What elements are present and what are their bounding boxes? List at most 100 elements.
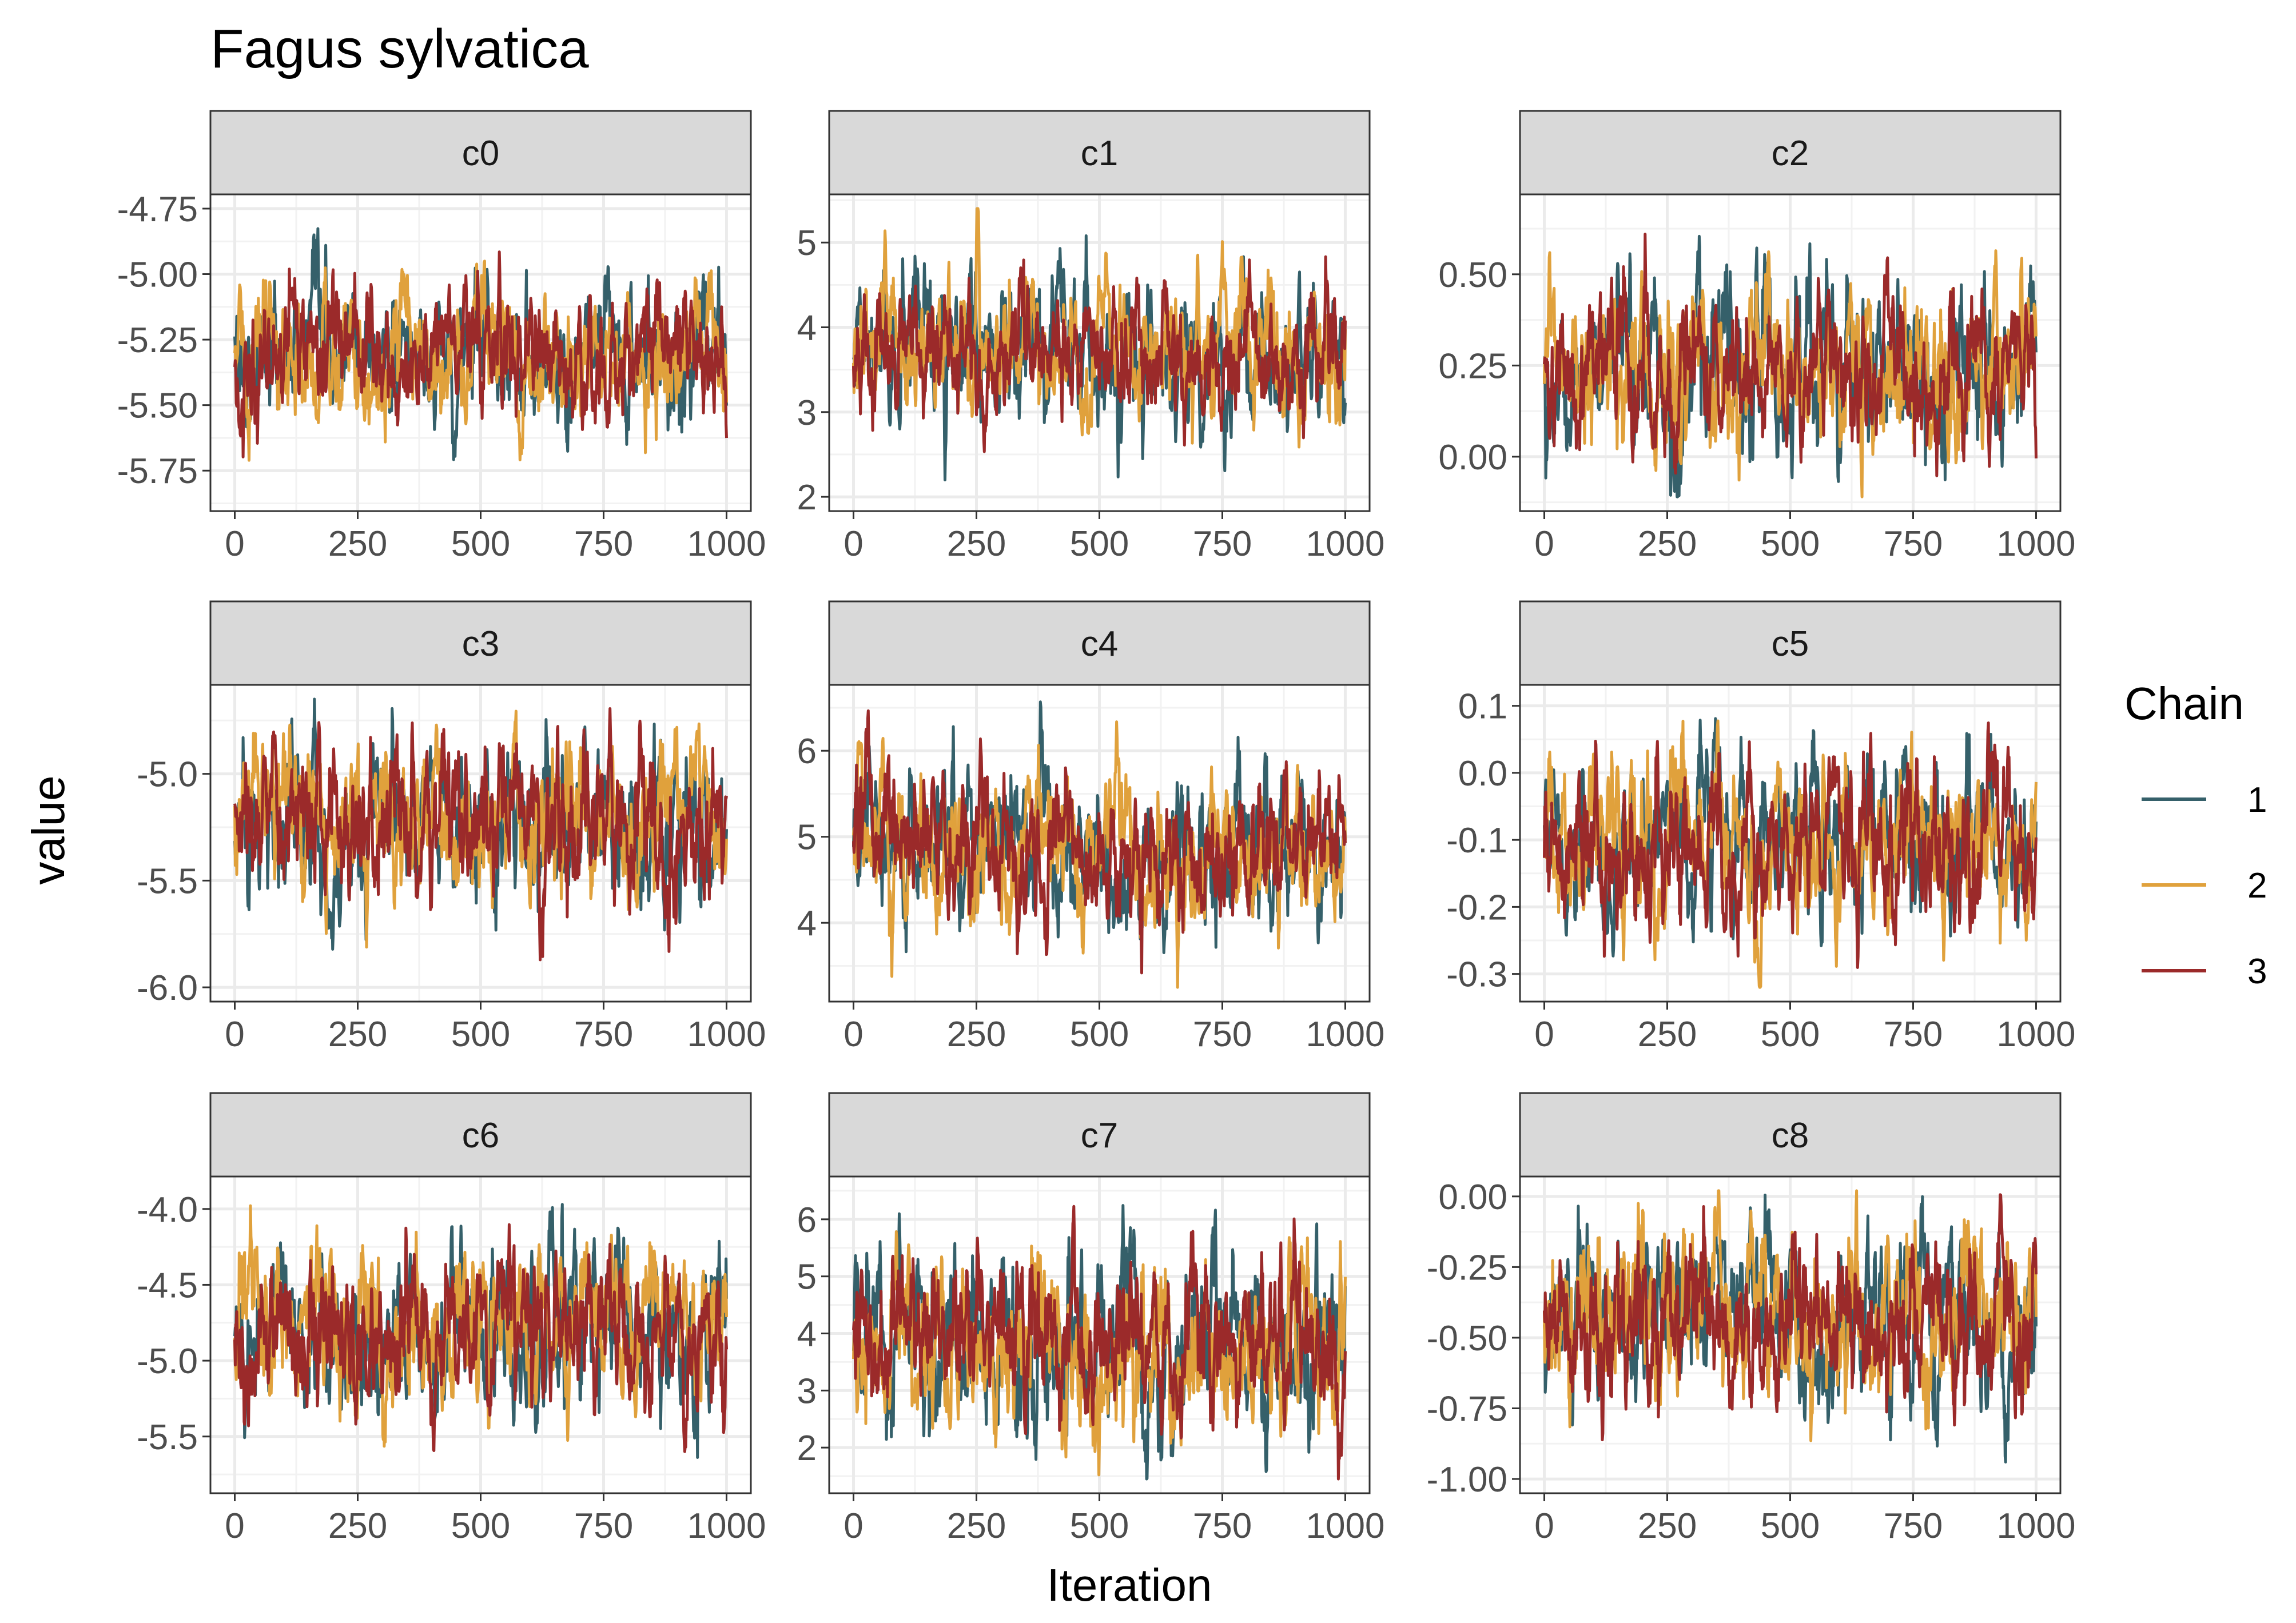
legend-label-2: 2 [2247,866,2267,906]
x-tick-label: 1000 [1997,524,2076,564]
y-tick-label: -5.0 [137,1342,198,1381]
y-tick-label: -0.1 [1446,821,1507,860]
trace-c6-chain-2 [233,1204,728,1448]
x-tick-label: 500 [1761,1015,1820,1054]
y-axis-title: value [23,775,74,884]
strip-background [209,1092,752,1178]
y-tick-label: -0.2 [1446,888,1507,927]
x-tick-label: 250 [1638,1015,1697,1054]
x-tick-label: 250 [328,1506,387,1546]
x-tick-label: 0 [225,524,244,564]
y-tick-label: -0.25 [1427,1248,1507,1287]
x-tick-label: 250 [1638,1506,1697,1546]
y-tick-label: 4 [797,1315,817,1354]
y-tick-label: -5.00 [117,256,198,295]
y-tick-label: 6 [797,732,817,771]
x-tick-label: 750 [574,1015,633,1054]
facet-c4: c4 4 5 6 0 250 500 750 1000 [797,600,1385,1054]
y-tick-label: -5.5 [137,1418,198,1457]
y-tick-label: -6.0 [137,968,198,1008]
legend-label-3: 3 [2247,952,2267,991]
y-tick-label: 5 [797,224,817,263]
strip-label-c7: c7 [1081,1116,1118,1155]
strip-label-c5: c5 [1772,624,1809,664]
trace-c2-chain-3 [1543,233,2038,477]
y-tick-label: -4.75 [117,190,198,229]
strip-label-c8: c8 [1772,1116,1809,1155]
x-tick-label: 0 [1534,1506,1554,1546]
y-tick-label: -5.25 [117,321,198,360]
strip-background [828,600,1371,686]
x-tick-label: 750 [1884,1015,1943,1054]
y-tick-label: -5.50 [117,386,198,426]
y-tick-label: -0.50 [1427,1319,1507,1358]
y-tick-label: 0.00 [1438,1178,1507,1217]
y-tick-label: 0.1 [1458,687,1507,727]
trace-c0-chain-3 [233,250,728,458]
y-tick-label: 0.00 [1438,438,1507,477]
x-tick-label: 500 [451,1015,510,1054]
x-tick-label: 0 [225,1506,244,1546]
x-tick-label: 750 [574,1506,633,1546]
strip-label-c1: c1 [1081,134,1118,173]
x-tick-label: 750 [574,524,633,564]
strip-background [209,600,752,686]
x-tick-label: 500 [1761,524,1820,564]
trace-c3-chain-3 [233,707,728,962]
trace-c4-chain-3 [852,709,1347,975]
facet-c7: c7 2 3 4 5 6 0 250 500 750 1000 [797,1092,1385,1546]
strip-background [1519,110,2062,196]
facet-c6: c6 -4.0 -4.5 -5.0 -5.5 0 250 500 750 1000 [137,1092,766,1546]
x-tick-label: 250 [947,524,1006,564]
strip-background [209,110,752,196]
x-tick-label: 500 [1070,524,1129,564]
trace-c7-chain-3 [852,1205,1347,1481]
strip-label-c2: c2 [1772,134,1809,173]
legend-label-1: 1 [2247,780,2267,820]
strip-background [828,1092,1371,1178]
y-tick-label: 6 [797,1201,817,1240]
facet-c3: c3 -5.0 -5.5 -6.0 0 250 500 750 1000 [137,600,766,1054]
x-tick-label: 0 [225,1015,244,1054]
x-tick-label: 1000 [687,1506,766,1546]
x-tick-label: 0 [843,1015,863,1054]
y-tick-label: -5.75 [117,452,198,491]
legend-title: Chain [2124,678,2244,729]
x-tick-label: 1000 [1997,1506,2076,1546]
strip-label-c4: c4 [1081,624,1118,664]
y-tick-label: 0.0 [1458,754,1507,793]
x-tick-label: 0 [1534,524,1554,564]
legend: Chain 1 2 3 [2124,678,2267,991]
y-tick-label: 0.50 [1438,256,1507,295]
x-tick-label: 250 [1638,524,1697,564]
y-tick-label: -1.00 [1427,1460,1507,1500]
trace-c8-chain-3 [1543,1193,2038,1442]
y-tick-label: -0.75 [1427,1390,1507,1429]
x-tick-label: 1000 [687,524,766,564]
x-tick-label: 250 [328,1015,387,1054]
y-tick-label: -4.5 [137,1266,198,1305]
x-tick-label: 0 [843,1506,863,1546]
facet-c2: c2 0.00 0.25 0.50 0 250 500 750 1000 [1438,110,2076,564]
strip-label-c3: c3 [462,624,499,664]
facet-c1: c1 2 3 4 5 0 250 500 750 1000 [797,110,1384,564]
y-tick-label: -4.0 [137,1190,198,1230]
x-tick-label: 1000 [1306,1015,1385,1054]
x-tick-label: 1000 [1306,1506,1385,1546]
y-tick-label: -0.3 [1446,955,1507,995]
y-tick-label: 2 [797,1429,817,1468]
trace-c1-chain-3 [852,255,1347,453]
x-axis-title: Iteration [1046,1560,1212,1610]
x-tick-label: 0 [843,524,863,564]
y-tick-label: 0.25 [1438,346,1507,386]
trace-c6-chain-3 [233,1223,728,1453]
x-tick-label: 1000 [687,1015,766,1054]
y-tick-label: 5 [797,818,817,858]
x-tick-label: 750 [1193,1015,1252,1054]
x-tick-label: 250 [947,1015,1006,1054]
x-tick-label: 500 [451,524,510,564]
y-tick-label: 5 [797,1258,817,1297]
trace-c5-chain-3 [1543,721,2038,969]
facet-c5: c5 0.1 0.0 -0.1 -0.2 -0.3 0 250 500 750 1000 [1446,600,2075,1054]
